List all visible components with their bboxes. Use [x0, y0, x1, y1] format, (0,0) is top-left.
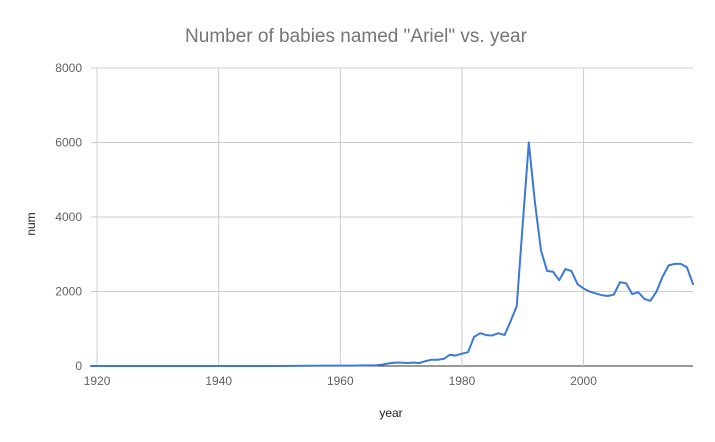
- x-tick-label: 2000: [570, 374, 597, 388]
- gridlines: [91, 67, 693, 367]
- series-layer: [90, 141, 694, 367]
- x-tick-label: 1960: [327, 374, 354, 388]
- y-tick-label: 4000: [55, 210, 82, 224]
- y-axis-ticks: 0 2000 4000 6000 8000: [55, 61, 82, 373]
- chart-title: Number of babies named "Ariel" vs. year: [185, 26, 528, 47]
- y-tick-label: 2000: [55, 285, 82, 299]
- y-tick-label: 6000: [55, 136, 82, 150]
- y-axis-label: num: [24, 212, 38, 235]
- x-axis-label: year: [379, 406, 402, 420]
- x-axis-ticks: 1920 1940 1960 1980 2000: [84, 374, 597, 388]
- x-tick-label: 1980: [449, 374, 476, 388]
- series-line: [90, 141, 694, 367]
- y-tick-label: 8000: [55, 61, 82, 75]
- y-tick-label: 0: [75, 359, 82, 373]
- x-tick-label: 1920: [84, 374, 111, 388]
- x-tick-label: 1940: [205, 374, 232, 388]
